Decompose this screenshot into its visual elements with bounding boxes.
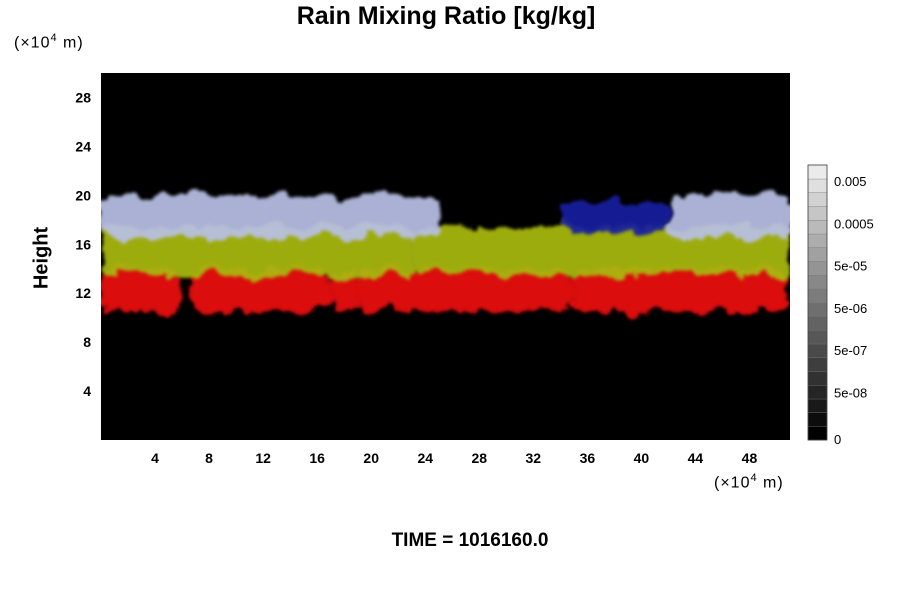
x-tick-label: 20 <box>363 450 379 466</box>
colorbar-swatch <box>807 426 828 441</box>
field-patch <box>411 225 790 275</box>
colorbar-label: 5e-08 <box>834 386 867 401</box>
y-tick-label: 4 <box>83 383 91 399</box>
x-tick-label: 40 <box>634 450 650 466</box>
y-tick-label: 12 <box>75 285 91 301</box>
y-tick-label: 28 <box>75 89 91 105</box>
colorbar-label: 0.005 <box>834 174 867 189</box>
colorbar-label: 5e-06 <box>834 301 867 316</box>
field-patch <box>573 268 790 312</box>
colorbar-swatch <box>807 274 828 290</box>
colorbar-swatch <box>807 398 828 414</box>
colorbar-swatch <box>807 288 828 304</box>
x-tick-label: 16 <box>309 450 325 466</box>
field-patch <box>668 195 790 239</box>
y-tick-label: 8 <box>83 334 91 350</box>
x-tick-label: 32 <box>526 450 542 466</box>
field-patch <box>330 268 358 312</box>
colorbar-swatch <box>807 206 828 221</box>
x-tick-label: 48 <box>742 450 758 466</box>
colorbar-swatch <box>807 412 828 427</box>
x-tick-label: 4 <box>151 450 159 466</box>
field-patch <box>188 268 331 312</box>
field-patch <box>101 195 439 239</box>
colorbar-swatch <box>807 316 828 331</box>
colorbar-label: 5e-05 <box>834 259 867 274</box>
x-tick-label: 36 <box>580 450 596 466</box>
field-patch <box>560 201 669 233</box>
field-patch <box>101 268 183 312</box>
y-tick-label: 20 <box>75 187 91 203</box>
chart-title: Rain Mixing Ratio [kg/kg] <box>296 2 596 30</box>
field-layer <box>101 225 790 275</box>
x-tick-label: 24 <box>417 450 433 466</box>
y-tick-label: 24 <box>75 138 91 154</box>
colorbar-swatch <box>807 164 828 180</box>
y-axis-unit: (×104 m) <box>14 32 84 52</box>
colorbar-swatch <box>807 357 828 372</box>
field-layer <box>560 201 669 233</box>
colorbar: 0 5e-08 5e-07 5e-06 5e-05 0.0005 0.005 <box>807 164 874 447</box>
time-label: TIME = 1016160.0 <box>391 530 549 551</box>
field-patch <box>357 268 574 312</box>
colorbar-label: 5e-07 <box>834 343 867 358</box>
y-tick-label: 16 <box>75 236 91 252</box>
y-axis-ticks: 4 8 12 16 20 24 28 <box>75 89 91 399</box>
x-tick-label: 44 <box>688 450 704 466</box>
x-axis-ticks: 4 8 12 16 20 24 28 32 36 40 44 48 <box>151 450 757 466</box>
colorbar-swatch <box>807 247 828 262</box>
colorbar-frame <box>807 164 828 441</box>
x-tick-label: 28 <box>471 450 487 466</box>
colorbar-swatch <box>807 371 828 386</box>
colorbar-swatch <box>807 192 828 207</box>
colorbar-label: 0.0005 <box>834 216 874 231</box>
field-layer <box>101 268 790 312</box>
colorbar-swatch <box>807 302 828 317</box>
x-axis-unit: (×104 m) <box>714 472 784 492</box>
field-patch <box>101 225 412 275</box>
field-layer <box>101 195 790 239</box>
x-tick-label: 12 <box>255 450 271 466</box>
colorbar-label: 0 <box>834 432 841 447</box>
colorbar-swatch <box>807 384 828 400</box>
colorbar-swatch <box>807 261 828 276</box>
x-tick-label: 8 <box>205 450 213 466</box>
colorbar-swatch <box>807 178 828 194</box>
colorbar-swatch <box>807 233 828 249</box>
colorbar-swatch <box>807 329 828 345</box>
colorbar-swatch <box>807 219 828 235</box>
colorbar-swatch <box>807 343 828 359</box>
heatmap-layers <box>101 195 790 312</box>
